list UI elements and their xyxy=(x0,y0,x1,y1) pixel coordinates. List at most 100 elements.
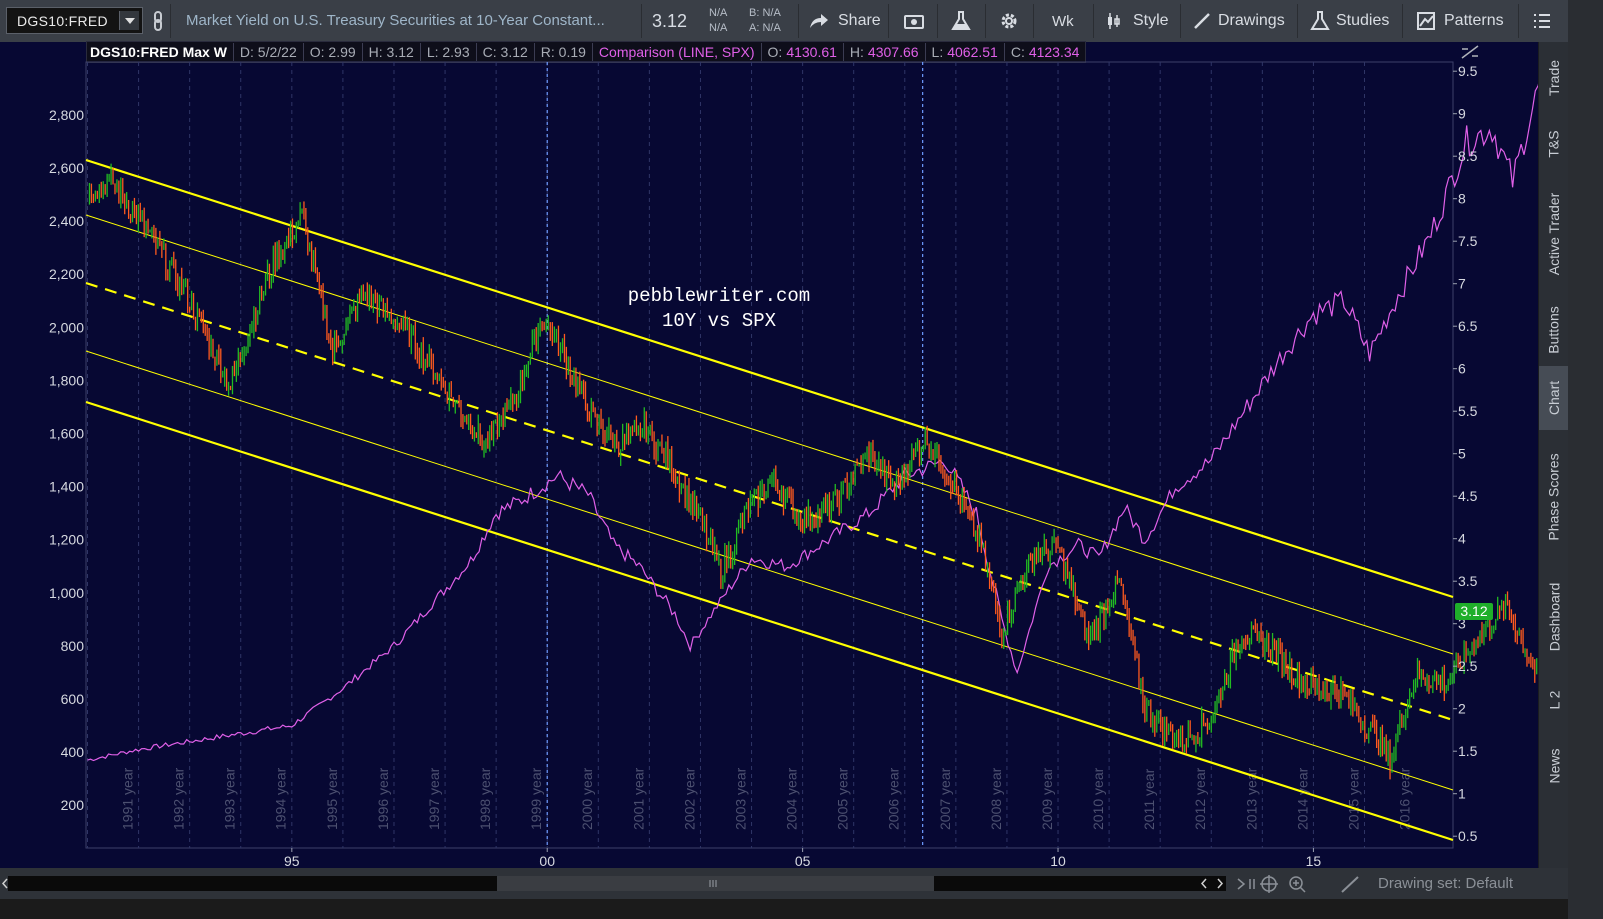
scroll-left-icon[interactable] xyxy=(1200,878,1207,889)
plot-frame xyxy=(85,61,1454,849)
chart-area[interactable] xyxy=(0,42,1538,868)
cmp-open: 4130.61 xyxy=(786,44,837,60)
pencil-icon xyxy=(1194,13,1210,29)
right-axis-label: 7 xyxy=(1458,276,1466,292)
patterns-icon xyxy=(1417,12,1435,30)
right-axis-label: 7.5 xyxy=(1458,233,1478,249)
annotation-line1: pebblewriter.com xyxy=(627,285,811,307)
left-axis-label: 400 xyxy=(61,744,85,760)
year-label: 2008 year xyxy=(988,767,1004,830)
symbol-selector[interactable]: DGS10:FRED xyxy=(6,7,143,34)
cmp-low: 4062.51 xyxy=(947,44,998,60)
top-toolbar: DGS10:FRED Market Yield on U.S. Treasury… xyxy=(0,0,1603,43)
year-label: 2013 year xyxy=(1243,767,1259,830)
comparison-label: Comparison (LINE, SPX) xyxy=(598,44,755,60)
scroll-start-icon[interactable] xyxy=(1,878,8,889)
left-axis-label: 1,400 xyxy=(49,479,84,495)
tab-dashboard[interactable]: Dashboard xyxy=(1539,564,1569,670)
left-axis-label: 2,600 xyxy=(49,160,84,176)
year-label: 2003 year xyxy=(732,767,748,830)
share-button[interactable]: Share xyxy=(808,0,881,42)
left-axis-label: 1,200 xyxy=(49,532,84,548)
price-badge: 3.12 xyxy=(1455,603,1493,620)
year-label: 2001 year xyxy=(630,767,646,830)
left-axis-label: 2,000 xyxy=(49,319,84,335)
drawing-set-label[interactable]: Drawing set: Default xyxy=(1378,875,1514,892)
lab-button[interactable] xyxy=(951,0,971,42)
left-axis-label: 800 xyxy=(61,638,85,654)
studies-label: Studies xyxy=(1336,12,1390,29)
tab-news[interactable]: News xyxy=(1539,730,1569,802)
tab-l2[interactable]: L 2 xyxy=(1539,670,1569,730)
drawings-label: Drawings xyxy=(1218,12,1285,29)
zoom-icon[interactable] xyxy=(1289,876,1306,893)
year-label: 2009 year xyxy=(1039,767,1055,830)
left-axis-label: 1,600 xyxy=(49,426,84,442)
right-axis-label: 3 xyxy=(1458,616,1466,632)
year-label: 1999 year xyxy=(528,767,544,830)
header-high: H: 3.12 xyxy=(368,44,414,60)
channel-line xyxy=(85,281,1454,722)
left-axis-label: 2,400 xyxy=(49,213,84,229)
menu-button[interactable] xyxy=(1532,0,1552,42)
chevron-down-icon[interactable] xyxy=(119,11,139,30)
channel-line xyxy=(85,400,1454,842)
tab-label: Dashboard xyxy=(1546,582,1562,652)
header-range: R: 0.19 xyxy=(540,44,586,60)
link-icon[interactable] xyxy=(150,0,166,42)
tab-label: Buttons xyxy=(1546,306,1563,354)
line-tool-icon[interactable] xyxy=(1341,876,1359,893)
scroll-right-icon[interactable] xyxy=(1217,878,1224,889)
style-label: Style xyxy=(1133,12,1169,29)
year-label: 2006 year xyxy=(886,767,902,830)
last-price: 3.12 xyxy=(652,11,688,31)
right-axis-label: 6 xyxy=(1458,361,1466,377)
tab-chart[interactable]: Chart xyxy=(1539,366,1569,430)
left-axis-label: 1,000 xyxy=(49,585,84,601)
price-chart[interactable]: 1991 year 1992 year 1993 year 1994 year 1995… xyxy=(0,0,1538,868)
tab-label: Phase Scores xyxy=(1546,453,1563,541)
year-label: 1997 year xyxy=(426,767,442,830)
aggregation-button[interactable]: Wk xyxy=(1052,12,1074,30)
drawings-button[interactable]: Drawings xyxy=(1192,0,1285,42)
right-axis-label: 4.5 xyxy=(1458,488,1478,504)
scale-icon[interactable] xyxy=(1461,45,1479,59)
right-axis-label: 2.5 xyxy=(1458,658,1478,674)
right-axis-label: 6.5 xyxy=(1458,318,1478,334)
right-axis-label: 2 xyxy=(1458,701,1466,717)
chart-annotation: pebblewriter.com 10Y vs SPX xyxy=(592,284,846,334)
tab-label: L 2 xyxy=(1545,690,1562,710)
year-label: 2007 year xyxy=(937,767,953,830)
window-edge xyxy=(1568,0,1603,919)
patterns-button[interactable]: Patterns xyxy=(1416,0,1504,42)
studies-button[interactable]: Studies xyxy=(1310,0,1389,42)
list-icon xyxy=(1534,14,1550,28)
left-axis-label: 200 xyxy=(61,797,85,813)
year-label: 2005 year xyxy=(835,767,851,830)
style-button[interactable]: Style xyxy=(1105,0,1169,42)
tab-phase-scores[interactable]: Phase Scores xyxy=(1539,430,1569,564)
year-label: 1991 year xyxy=(120,767,136,830)
tab-active-trader[interactable]: Active Trader xyxy=(1539,174,1569,294)
snapshot-button[interactable] xyxy=(903,0,925,42)
patterns-label: Patterns xyxy=(1444,12,1504,29)
right-axis-label: 0.5 xyxy=(1458,828,1478,844)
symbol-text: DGS10:FRED xyxy=(17,13,108,29)
tab-trade[interactable]: Trade xyxy=(1539,42,1569,114)
year-label: 2000 year xyxy=(579,767,595,830)
tab-ts[interactable]: T&S xyxy=(1539,114,1569,174)
tab-buttons[interactable]: Buttons xyxy=(1539,294,1569,366)
right-axis-label: 1.5 xyxy=(1458,743,1478,759)
settings-button[interactable] xyxy=(999,0,1019,42)
net-change: N/A xyxy=(709,7,728,19)
scrollbar-thumb[interactable] xyxy=(497,876,934,891)
tab-label: Chart xyxy=(1546,380,1563,416)
right-axis-label: 9.5 xyxy=(1458,63,1478,79)
right-axis-label: 5 xyxy=(1458,446,1466,462)
crosshair-icon[interactable] xyxy=(1260,875,1278,893)
symbol-period: DGS10:FRED Max W xyxy=(90,44,227,60)
side-panel: Trade T&S Active Trader Buttons Chart Ph… xyxy=(1538,42,1569,868)
right-axis-label: 3.5 xyxy=(1458,573,1478,589)
compress-icon[interactable] xyxy=(1237,878,1255,890)
spx-line xyxy=(87,83,1538,762)
